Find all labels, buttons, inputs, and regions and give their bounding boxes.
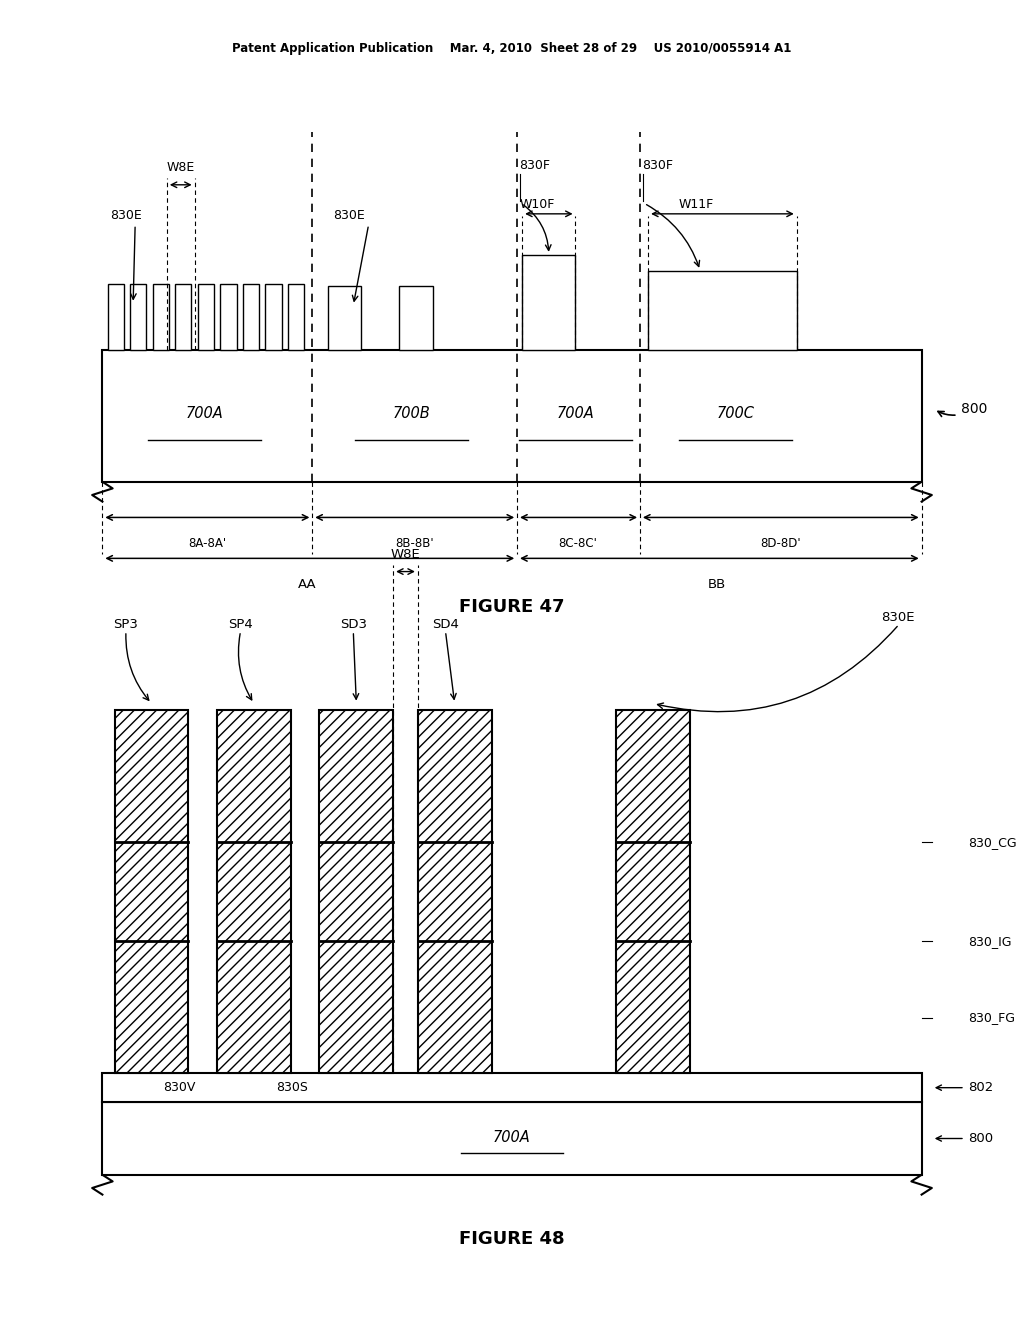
Bar xyxy=(175,284,191,350)
Text: 830S: 830S xyxy=(275,1081,308,1094)
Text: SD4: SD4 xyxy=(432,618,459,631)
Text: 700B: 700B xyxy=(393,405,430,421)
Bar xyxy=(328,286,361,350)
Text: 830_FG: 830_FG xyxy=(968,1011,1015,1024)
Text: 8C-8C': 8C-8C' xyxy=(558,537,597,550)
Text: FIGURE 48: FIGURE 48 xyxy=(459,1230,565,1249)
Bar xyxy=(399,286,433,350)
Bar xyxy=(102,1073,922,1102)
Bar xyxy=(153,284,169,350)
Text: 700A: 700A xyxy=(494,1130,530,1144)
Text: 8A-8A': 8A-8A' xyxy=(187,537,226,550)
Text: 830E: 830E xyxy=(111,209,142,222)
Text: 700A: 700A xyxy=(186,405,223,421)
Text: 800: 800 xyxy=(938,403,987,417)
Text: 830E: 830E xyxy=(333,209,365,222)
Bar xyxy=(243,284,259,350)
Bar xyxy=(115,710,188,1073)
Text: 700A: 700A xyxy=(557,405,594,421)
Text: 800: 800 xyxy=(936,1133,993,1144)
Text: 830V: 830V xyxy=(163,1081,196,1094)
Text: SD3: SD3 xyxy=(340,618,367,631)
Bar xyxy=(522,255,575,350)
Text: AA: AA xyxy=(298,578,316,591)
Text: W8E: W8E xyxy=(390,548,421,561)
Text: 830E: 830E xyxy=(881,611,914,624)
Bar xyxy=(319,710,393,1073)
Bar xyxy=(108,284,124,350)
Text: BB: BB xyxy=(708,578,726,591)
Bar xyxy=(102,350,922,482)
Bar xyxy=(288,284,304,350)
Bar xyxy=(265,284,282,350)
Bar xyxy=(102,1102,922,1175)
Bar xyxy=(217,710,291,1073)
Text: 830F: 830F xyxy=(642,158,673,172)
Text: 8D-8D': 8D-8D' xyxy=(760,537,801,550)
Text: 8B-8B': 8B-8B' xyxy=(395,537,434,550)
Bar xyxy=(616,710,690,1073)
Text: 700C: 700C xyxy=(716,405,755,421)
Bar xyxy=(220,284,237,350)
Bar xyxy=(130,284,146,350)
Bar xyxy=(648,271,797,350)
Text: FIGURE 47: FIGURE 47 xyxy=(459,598,565,616)
Text: 830F: 830F xyxy=(519,158,550,172)
Text: W10F: W10F xyxy=(519,198,555,211)
Text: SP4: SP4 xyxy=(228,618,253,631)
Text: Patent Application Publication    Mar. 4, 2010  Sheet 28 of 29    US 2010/005591: Patent Application Publication Mar. 4, 2… xyxy=(232,42,792,55)
Text: 830_IG: 830_IG xyxy=(968,935,1011,948)
Bar xyxy=(198,284,214,350)
Text: 802: 802 xyxy=(936,1081,993,1094)
Text: W11F: W11F xyxy=(679,198,714,211)
Text: W8E: W8E xyxy=(166,161,195,174)
Text: 830_CG: 830_CG xyxy=(968,836,1016,849)
Text: SP3: SP3 xyxy=(114,618,138,631)
Bar xyxy=(418,710,492,1073)
